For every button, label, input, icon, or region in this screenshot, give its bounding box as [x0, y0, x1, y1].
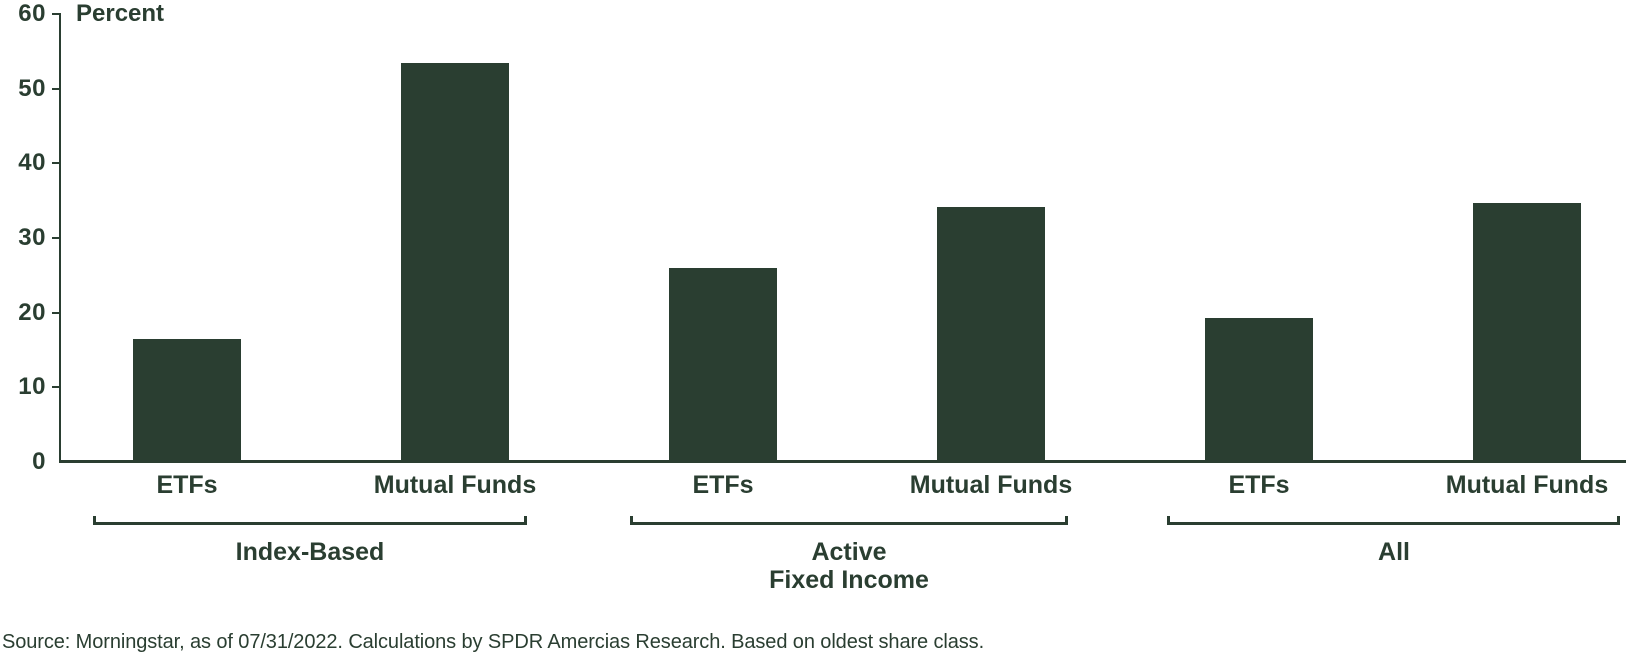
- bar: [133, 339, 241, 462]
- group-label: All: [1378, 538, 1410, 566]
- y-axis-tick-label: 0: [32, 448, 46, 475]
- group-label: Fixed Income: [769, 566, 929, 594]
- group-label: Index-Based: [235, 538, 385, 566]
- bar: [669, 268, 777, 462]
- group-label: Active: [811, 538, 887, 566]
- y-axis-tick-label: 10: [18, 373, 46, 400]
- bar-category-label: ETFs: [156, 471, 218, 499]
- group-bracket: [630, 516, 1068, 525]
- y-axis-title: Percent: [76, 0, 165, 27]
- y-axis-tick-label: 20: [18, 299, 46, 326]
- source-note: Source: Morningstar, as of 07/31/2022. C…: [2, 631, 985, 653]
- y-axis-tick-label: 40: [18, 149, 46, 176]
- bar: [937, 207, 1045, 462]
- x-axis-line: [59, 460, 1626, 463]
- group-bracket: [1167, 516, 1620, 525]
- y-axis-tick: [52, 312, 60, 314]
- y-axis-tick-label: 60: [18, 0, 46, 27]
- bar-category-label: ETFs: [1228, 471, 1290, 499]
- y-axis-tick-label: 30: [18, 224, 46, 251]
- bar: [1205, 318, 1313, 462]
- y-axis-line: [59, 13, 61, 463]
- group-bracket: [93, 516, 527, 525]
- bar-category-label: ETFs: [692, 471, 754, 499]
- y-axis-tick: [52, 386, 60, 388]
- bar: [1473, 203, 1581, 462]
- bar: [401, 63, 509, 462]
- y-axis-tick: [52, 13, 60, 15]
- bar-category-label: Mutual Funds: [909, 471, 1073, 499]
- y-axis-tick: [52, 237, 60, 239]
- y-axis-tick-label: 50: [18, 75, 46, 102]
- bar-category-label: Mutual Funds: [373, 471, 537, 499]
- y-axis-tick: [52, 88, 60, 90]
- bar-category-label: Mutual Funds: [1445, 471, 1609, 499]
- y-axis-tick: [52, 162, 60, 164]
